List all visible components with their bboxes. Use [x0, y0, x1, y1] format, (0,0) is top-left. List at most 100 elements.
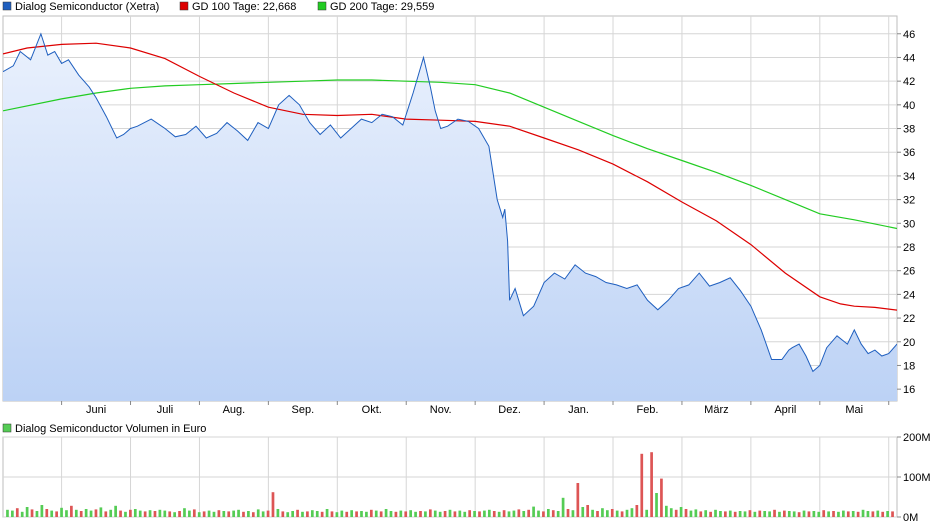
volume-bar: [728, 510, 732, 517]
volume-bar: [842, 510, 845, 517]
volume-bar: [251, 512, 255, 517]
volume-bar: [724, 511, 727, 517]
volume-bar: [99, 507, 103, 517]
volume-bar: [660, 478, 663, 517]
volume-bar: [192, 509, 196, 517]
volume-bar: [89, 510, 93, 517]
legend-label-price: Dialog Semiconductor (Xetra): [15, 1, 159, 13]
volume-bar: [40, 505, 44, 517]
price-panel: 16 18 20 22 24 26 28 30 32 34 36 38 40 42 44 46 Juni Jul…: [2, 15, 915, 416]
volume-bar: [350, 510, 354, 517]
legend-swatch-volume: [2, 423, 12, 433]
volume-bar: [374, 510, 378, 517]
price-y-tick-label: 16: [903, 384, 915, 396]
price-y-tick-label: 18: [903, 360, 915, 372]
volume-bar: [453, 511, 457, 517]
volume-bar: [212, 511, 216, 517]
volume-bar: [837, 511, 840, 517]
volume-bar: [6, 509, 9, 517]
volume-bar: [699, 511, 703, 517]
volume-bar: [665, 505, 668, 517]
volume-bar: [783, 510, 786, 517]
volume-bar: [630, 508, 634, 517]
volume-bar: [487, 509, 491, 517]
volume-bar: [109, 509, 113, 517]
volume-bar: [35, 511, 39, 517]
price-y-tick-label: 44: [903, 52, 915, 64]
volume-bar: [556, 511, 560, 517]
volume-bar: [70, 505, 73, 517]
volume-bar: [310, 510, 314, 517]
price-y-tick-label: 26: [903, 266, 915, 278]
volume-bar: [424, 511, 427, 517]
legend-swatch-price: [2, 1, 12, 11]
volume-bar: [640, 453, 644, 517]
volume-bar: [458, 510, 462, 517]
volume-bar: [753, 511, 757, 517]
price-y-tick-label: 34: [903, 171, 915, 183]
volume-bar: [60, 507, 63, 517]
volume-bar: [620, 511, 624, 517]
volume-bar: [325, 509, 329, 517]
volume-bar: [827, 511, 830, 517]
price-y-tick-label: 28: [903, 242, 915, 254]
volume-bar: [778, 511, 781, 517]
volume-bar: [384, 509, 388, 517]
volume-bar: [522, 511, 526, 517]
volume-bar: [679, 507, 683, 517]
volume-bar: [610, 509, 614, 517]
volume-bar: [84, 509, 88, 517]
volume-legend: Dialog Semiconductor Volumen in Euro: [2, 423, 206, 435]
volume-bar: [601, 508, 604, 517]
volume-bar: [242, 511, 245, 517]
volume-bar: [846, 511, 850, 517]
price-y-tick-label: 38: [903, 124, 915, 136]
volume-bar: [114, 505, 117, 517]
price-y-tick-label: 32: [903, 195, 915, 207]
volume-bar: [428, 509, 432, 517]
volume-bar: [291, 511, 294, 517]
volume-bar: [202, 511, 206, 517]
legend-swatch-gd200: [317, 1, 327, 11]
volume-bar: [266, 510, 270, 517]
volume-bar: [355, 511, 358, 517]
volume-bar: [758, 510, 762, 517]
volume-bar: [168, 511, 172, 517]
volume-bar: [694, 509, 698, 517]
volume-bar: [714, 509, 717, 517]
volume-bar: [124, 511, 127, 517]
volume-bar: [591, 509, 594, 517]
price-y-tick-label: 24: [903, 289, 915, 301]
volume-bar: [79, 511, 83, 517]
volume-bar: [797, 512, 801, 517]
volume-bar: [502, 510, 506, 517]
volume-bar: [463, 511, 467, 517]
volume-bar: [650, 452, 653, 517]
volume-bar: [237, 509, 240, 517]
volume-bar: [394, 511, 398, 517]
volume-bar: [227, 511, 231, 517]
volume-bar: [748, 510, 752, 517]
volume-bar: [532, 506, 535, 517]
volume-bar: [217, 510, 221, 517]
volume-bar: [473, 511, 476, 517]
volume-bar: [315, 511, 319, 517]
volume-bar: [94, 509, 98, 517]
gd200-line: [3, 79, 897, 230]
volume-bar: [669, 508, 673, 517]
price-legend: Dialog Semiconductor (Xetra) GD 100 Tage…: [2, 1, 434, 13]
volume-bar: [389, 511, 393, 517]
volume-y-tick-label: 100M: [903, 472, 931, 484]
volume-bar: [148, 510, 152, 517]
volume-bar: [55, 511, 58, 517]
volume-bar: [365, 511, 368, 517]
month-label: Jan.: [568, 404, 589, 416]
volume-bar: [369, 509, 373, 517]
volume-bar: [306, 511, 309, 517]
volume-bar: [173, 512, 176, 517]
volume-bar: [635, 505, 639, 517]
volume-bar: [787, 511, 791, 517]
volume-bar: [876, 510, 880, 517]
volume-bar: [571, 510, 575, 517]
volume-y-tick-label: 200M: [903, 432, 931, 444]
